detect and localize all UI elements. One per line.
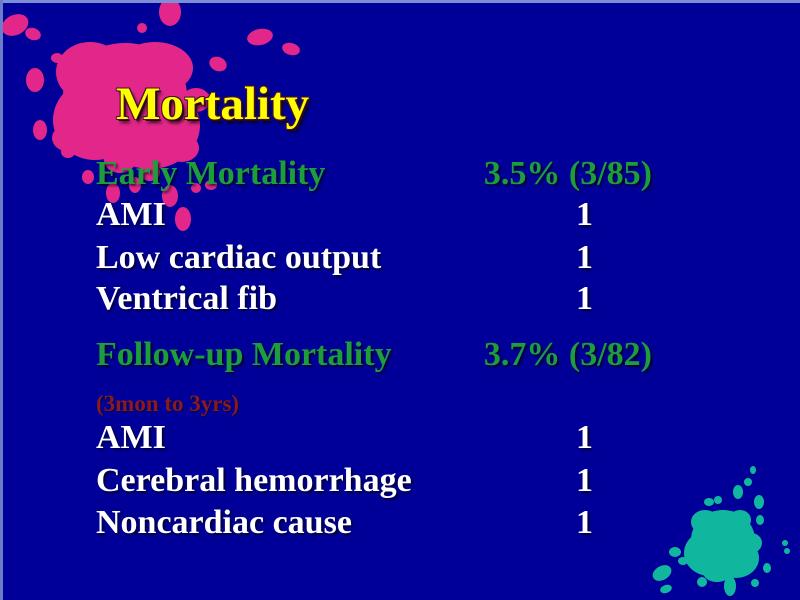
early-mortality-label: Early Mortality: [96, 155, 326, 192]
cause-label: Low cardiac output: [96, 239, 382, 276]
cause-label: Noncardiac cause: [96, 504, 352, 541]
cause-count: 1: [576, 239, 593, 276]
cause-count: 1: [576, 280, 593, 317]
teal-paint-splatter-decoration: [652, 466, 790, 596]
slide-left-edge-highlight: [0, 0, 3, 600]
cause-label: Ventrical fib: [96, 280, 278, 317]
early-mortality-rate: 3.5% (3/85): [483, 155, 652, 192]
cause-count: 1: [576, 196, 593, 233]
follow-up-mortality-label: Follow-up Mortality: [96, 336, 392, 373]
follow-up-period-note: (3mon to 3yrs): [96, 391, 240, 416]
cause-label: AMI: [96, 419, 166, 456]
cause-count: 1: [576, 419, 593, 456]
slide-top-edge-highlight: [0, 0, 800, 3]
cause-label: AMI: [96, 196, 166, 233]
cause-count: 1: [576, 462, 593, 499]
slide-title: Mortality: [116, 78, 310, 130]
cause-label: Cerebral hemorrhage: [96, 462, 412, 499]
cause-count: 1: [576, 504, 593, 541]
follow-up-mortality-rate: 3.7% (3/82): [483, 336, 652, 373]
